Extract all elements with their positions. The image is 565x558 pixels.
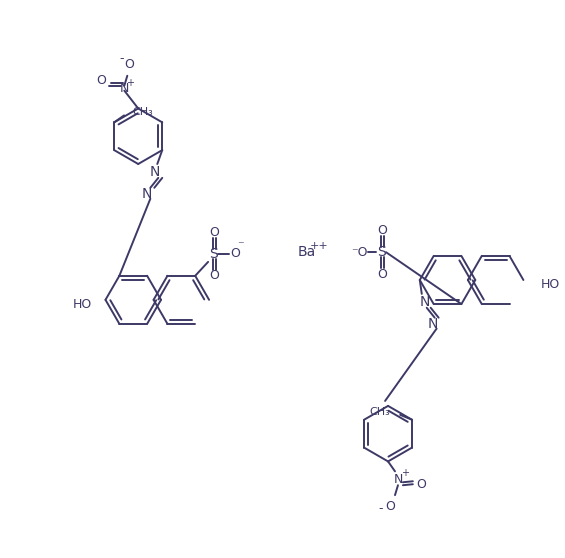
- Text: O: O: [385, 499, 395, 513]
- Text: +: +: [401, 468, 409, 478]
- Text: -: -: [379, 503, 384, 516]
- Text: N: N: [393, 473, 403, 486]
- Text: Ba: Ba: [298, 245, 316, 259]
- Text: S: S: [377, 245, 385, 259]
- Text: O: O: [209, 225, 219, 239]
- Text: O: O: [124, 59, 134, 71]
- Text: HO: HO: [72, 299, 92, 311]
- Text: N: N: [428, 316, 438, 331]
- Text: CH₃: CH₃: [132, 108, 153, 117]
- Text: +: +: [127, 78, 134, 88]
- Text: N: N: [420, 295, 430, 309]
- Text: O: O: [377, 224, 387, 237]
- Text: HO: HO: [541, 278, 560, 291]
- Text: S: S: [208, 247, 218, 261]
- Text: ++: ++: [310, 241, 329, 251]
- Text: N: N: [149, 165, 159, 179]
- Text: ⁻: ⁻: [237, 239, 244, 253]
- Text: O: O: [97, 74, 106, 87]
- Text: O: O: [230, 247, 240, 261]
- Text: N: N: [141, 187, 151, 201]
- Text: O: O: [416, 478, 425, 490]
- Text: O: O: [377, 267, 387, 281]
- Text: ⁻O: ⁻O: [351, 246, 368, 259]
- Text: O: O: [209, 270, 219, 282]
- Text: CH₃: CH₃: [370, 407, 390, 417]
- Text: -: -: [119, 52, 124, 65]
- Text: N: N: [120, 82, 129, 95]
